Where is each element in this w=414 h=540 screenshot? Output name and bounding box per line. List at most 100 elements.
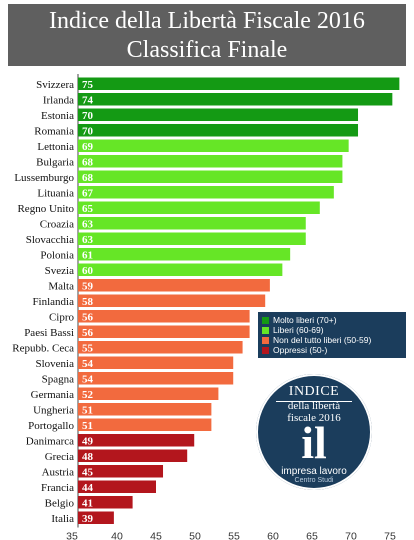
index-badge: INDICE della libertà fiscale 2016 il imp… (256, 374, 372, 490)
bar-value-label: 75 (82, 79, 94, 91)
x-tick-label: 55 (228, 531, 240, 540)
bar (78, 325, 250, 338)
category-label: Romania (34, 126, 74, 138)
legend-swatch (262, 346, 269, 354)
bar-value-label: 54 (82, 358, 94, 370)
badge-line2: della libertà (287, 400, 341, 412)
category-label: Cipro (49, 312, 75, 324)
badge-brand: impresa lavoro (281, 466, 347, 477)
legend-swatch (262, 316, 269, 324)
category-label: Lettonia (37, 141, 74, 153)
bar-value-label: 69 (82, 141, 94, 153)
category-label: Croazia (40, 219, 74, 231)
badge-logo: il (301, 417, 327, 468)
x-tick-label: 50 (189, 531, 201, 540)
bar-value-label: 48 (82, 451, 94, 463)
bar (78, 449, 188, 462)
bar-value-label: 55 (82, 343, 94, 355)
bar-value-label: 56 (82, 327, 94, 339)
bar-value-label: 41 (82, 498, 93, 510)
bar (78, 170, 343, 183)
bar-value-label: 68 (82, 157, 94, 169)
bar-value-label: 61 (82, 250, 93, 262)
bar (78, 465, 164, 478)
badge-line3: fiscale 2016 (287, 412, 341, 424)
category-label: Ungheria (33, 405, 74, 417)
legend-label: Molto liberi (70+) (273, 315, 337, 325)
bar-value-label: 45 (82, 467, 94, 479)
bar (78, 387, 219, 400)
bar-value-label: 63 (82, 234, 94, 246)
badge-title: INDICE (288, 384, 340, 399)
bar (78, 155, 343, 168)
title-band: Indice della Libertà Fiscale 2016 Classi… (8, 4, 406, 66)
x-tick-label: 40 (111, 531, 123, 540)
badge-sub: Centro Studi (294, 477, 334, 484)
bar (78, 511, 114, 524)
legend-item: Non del tutto liberi (50-59) (262, 335, 402, 345)
bar (78, 217, 306, 230)
category-label: Grecia (45, 451, 74, 463)
category-label: Lituania (37, 188, 74, 200)
legend-item: Liberi (60-69) (262, 325, 402, 335)
category-label: Germania (31, 389, 74, 401)
category-label: Bulgaria (36, 157, 74, 169)
category-label: Malta (48, 281, 74, 293)
chart-title: Indice della Libertà Fiscale 2016 (49, 8, 365, 34)
category-label: Lussemburgo (14, 172, 74, 184)
bar (78, 139, 349, 152)
x-tick-label: 45 (150, 531, 162, 540)
x-tick-label: 35 (66, 531, 78, 540)
bar (78, 403, 212, 416)
badge-divider (276, 401, 352, 402)
bar (78, 263, 283, 276)
category-label: Finlandia (32, 296, 74, 308)
bar-value-label: 67 (82, 188, 94, 200)
bar-value-label: 52 (82, 389, 94, 401)
category-label: Francia (41, 482, 74, 494)
bar-value-label: 51 (82, 420, 93, 432)
category-label: Slovenia (36, 358, 75, 370)
legend-item: Oppressi (50-) (262, 345, 402, 355)
bar-value-label: 68 (82, 172, 94, 184)
category-label: Italia (51, 513, 74, 525)
legend-item: Molto liberi (70+) (262, 315, 402, 325)
bar-value-label: 59 (82, 281, 94, 293)
category-label: Danimarca (26, 436, 74, 448)
bar (78, 310, 250, 323)
x-tick-label: 75 (384, 531, 396, 540)
bar-value-label: 63 (82, 219, 94, 231)
bar (78, 248, 291, 261)
bar-value-label: 39 (82, 513, 94, 525)
bar (78, 418, 212, 431)
category-label: Portogallo (28, 420, 74, 432)
bar (78, 434, 195, 447)
bar (78, 356, 234, 369)
legend: Molto liberi (70+) Liberi (60-69) Non del … (258, 312, 406, 358)
bar (78, 108, 359, 121)
category-label: Regno Unito (17, 203, 74, 215)
bar-value-label: 70 (82, 126, 94, 138)
category-label: Polonia (40, 250, 74, 262)
legend-label: Non del tutto liberi (50-59) (273, 335, 372, 345)
x-tick-label: 60 (267, 531, 279, 540)
bar-value-label: 54 (82, 374, 94, 386)
category-label: Irlanda (43, 95, 74, 107)
bar-value-label: 56 (82, 312, 94, 324)
bar (78, 496, 133, 509)
bar-value-label: 58 (82, 296, 94, 308)
bar (78, 279, 270, 292)
category-label: Spagna (42, 374, 75, 386)
category-label: Svizzera (36, 79, 74, 91)
bar (78, 201, 320, 214)
bar (78, 341, 243, 354)
bar-value-label: 49 (82, 436, 94, 448)
legend-swatch (262, 336, 269, 344)
category-label: Repubb. Ceca (12, 343, 74, 355)
bar (78, 232, 306, 245)
category-label: Svezia (45, 265, 74, 277)
bar-value-label: 51 (82, 405, 93, 417)
legend-label: Oppressi (50-) (273, 345, 328, 355)
bar (78, 372, 234, 385)
